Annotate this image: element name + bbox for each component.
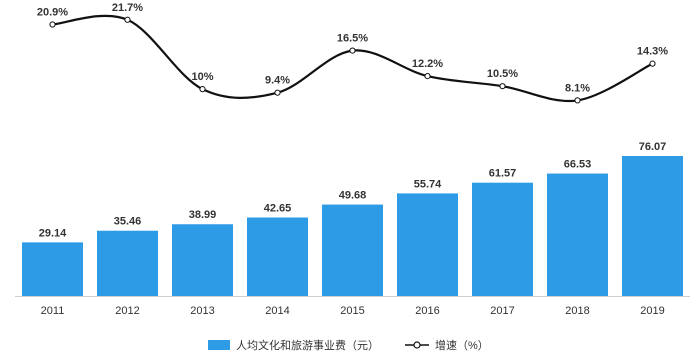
bar-value-label-2013: 38.99 — [189, 209, 217, 221]
x-tick-label-2016: 2016 — [415, 305, 439, 317]
bar-2017 — [472, 182, 533, 296]
line-point-2014 — [274, 89, 281, 96]
x-tick-label-2017: 2017 — [490, 305, 514, 317]
bar-2014 — [247, 217, 308, 296]
x-tick-label-2013: 2013 — [190, 305, 214, 317]
line-point-2018 — [574, 97, 581, 104]
bar-value-label-2016: 55.74 — [414, 178, 442, 190]
x-tick-label-2018: 2018 — [565, 305, 589, 317]
legend-bar-label: 人均文化和旅游事业费（元） — [236, 340, 379, 352]
line-point-2017 — [499, 83, 506, 90]
growth-rate-line — [52, 14, 653, 103]
line-point-2012 — [124, 16, 131, 23]
line-value-label-2016: 12.2% — [412, 58, 443, 70]
bar-2016 — [397, 193, 458, 296]
bar-value-label-2011: 29.14 — [39, 227, 67, 239]
line-value-label-2019: 14.3% — [637, 46, 668, 58]
bar-2012 — [97, 230, 158, 296]
bar-value-label-2019: 76.07 — [639, 141, 667, 153]
legend-line-marker — [405, 341, 429, 349]
x-tick-label-2012: 2012 — [115, 305, 139, 317]
line-value-label-2012: 21.7% — [112, 2, 143, 14]
line-value-label-2018: 8.1% — [565, 82, 590, 94]
line-point-2013 — [199, 86, 206, 93]
line-point-2019 — [649, 60, 656, 67]
legend-line-label: 增速（%） — [435, 340, 489, 352]
line-value-label-2015: 16.5% — [337, 33, 368, 45]
x-tick-label-2011: 2011 — [41, 305, 65, 317]
bar-value-label-2015: 49.68 — [339, 190, 367, 202]
x-tick-label-2015: 2015 — [340, 305, 364, 317]
line-value-label-2013: 10% — [191, 71, 213, 83]
line-point-2011 — [49, 21, 56, 28]
bar-2011 — [22, 242, 83, 296]
bar-2013 — [172, 224, 233, 296]
bar-value-label-2012: 35.46 — [114, 216, 142, 228]
bar-value-label-2018: 66.53 — [564, 159, 592, 171]
x-tick-label-2019: 2019 — [640, 305, 664, 317]
line-point-2016 — [424, 73, 431, 80]
bar-2018 — [547, 173, 608, 296]
legend-bar-swatch — [208, 340, 230, 350]
legend: 人均文化和旅游事业费（元） 增速（%） — [208, 337, 489, 353]
bar-value-label-2014: 42.65 — [264, 203, 292, 215]
bar-2019 — [622, 156, 683, 296]
line-point-2015 — [349, 47, 356, 54]
bar-2015 — [322, 204, 383, 296]
line-value-label-2011: 20.9% — [37, 7, 68, 19]
line-value-label-2014: 9.4% — [265, 75, 290, 87]
x-tick-label-2014: 2014 — [265, 305, 289, 317]
line-value-label-2017: 10.5% — [487, 68, 518, 80]
bar-value-label-2017: 61.57 — [489, 168, 517, 180]
